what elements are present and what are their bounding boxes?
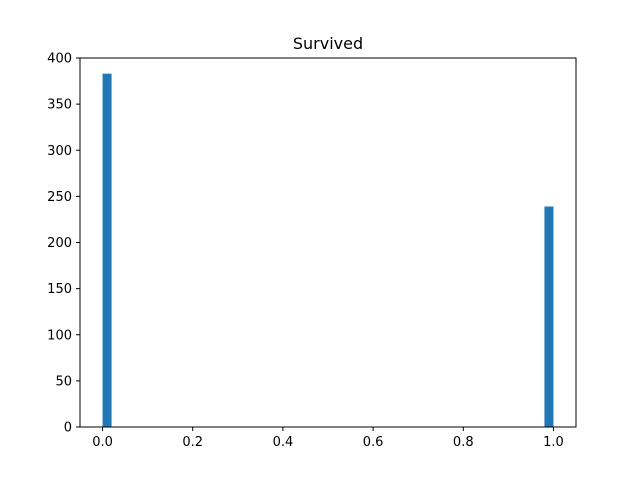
chart-title: Survived xyxy=(293,34,363,53)
y-tick-label: 150 xyxy=(47,282,72,297)
y-tick-label: 350 xyxy=(47,98,72,113)
x-tick-label: 0.2 xyxy=(182,435,203,450)
y-tick-label: 100 xyxy=(47,328,72,343)
y-tick-label: 250 xyxy=(47,190,72,205)
y-tick-label: 200 xyxy=(47,236,72,251)
y-tick-label: 0 xyxy=(64,421,72,436)
x-axis: 0.0 0.2 0.4 0.6 0.8 1.0 xyxy=(92,427,564,450)
bar-0 xyxy=(102,73,112,428)
y-tick-label: 50 xyxy=(55,374,72,389)
x-tick-label: 1.0 xyxy=(543,435,564,450)
x-tick-label: 0.4 xyxy=(273,435,294,450)
y-tick-label: 300 xyxy=(47,144,72,159)
bars-group xyxy=(102,73,554,428)
x-tick-label: 0.0 xyxy=(92,435,113,450)
y-tick-label: 400 xyxy=(47,52,72,67)
y-axis: 0 50 100 150 200 250 300 350 400 xyxy=(47,52,80,436)
x-tick-label: 0.8 xyxy=(453,435,474,450)
plot-frame xyxy=(79,57,577,428)
x-tick-label: 0.6 xyxy=(363,435,384,450)
bar-1 xyxy=(544,206,554,427)
